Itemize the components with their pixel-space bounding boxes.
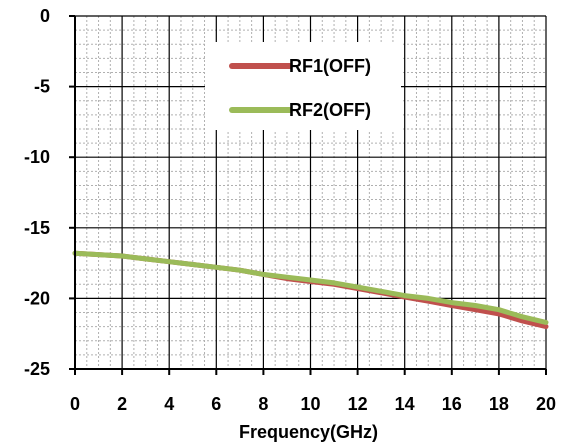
y-tick-label: -5 [34,77,50,97]
series-layer [72,250,549,330]
y-tick-label: -20 [24,288,50,308]
legend-label-rf2: RF2(OFF) [289,100,371,120]
x-tick-label: 0 [70,394,80,414]
axes [69,15,547,375]
x-tick-label: 10 [300,394,320,414]
y-tick-label: -10 [24,147,50,167]
series-line-2 [72,250,549,325]
x-tick-label: 18 [489,394,509,414]
y-tick-labels: 0 -5 -10 -15 -20 -25 [24,6,50,379]
x-tick-label: 4 [164,394,174,414]
x-tick-label: 6 [211,394,221,414]
x-tick-label: 20 [536,394,556,414]
x-axis-title: Frequency(GHz) [239,422,378,442]
x-tick-label: 14 [395,394,415,414]
x-tick-label: 16 [442,394,462,414]
legend-label-rf1: RF1(OFF) [289,56,371,76]
x-tick-label: 12 [348,394,368,414]
legend-box [205,42,401,130]
y-tick-label: -25 [24,359,50,379]
y-tick-label: 0 [40,6,50,26]
y-tick-label: -15 [24,218,50,238]
minor-gridlines [75,16,546,369]
x-tick-label: 8 [258,394,268,414]
x-tick-label: 2 [117,394,127,414]
x-tick-labels: 0 2 4 6 8 10 12 14 16 18 20 [70,394,556,414]
legend: RF1(OFF) RF2(OFF) [205,42,401,130]
